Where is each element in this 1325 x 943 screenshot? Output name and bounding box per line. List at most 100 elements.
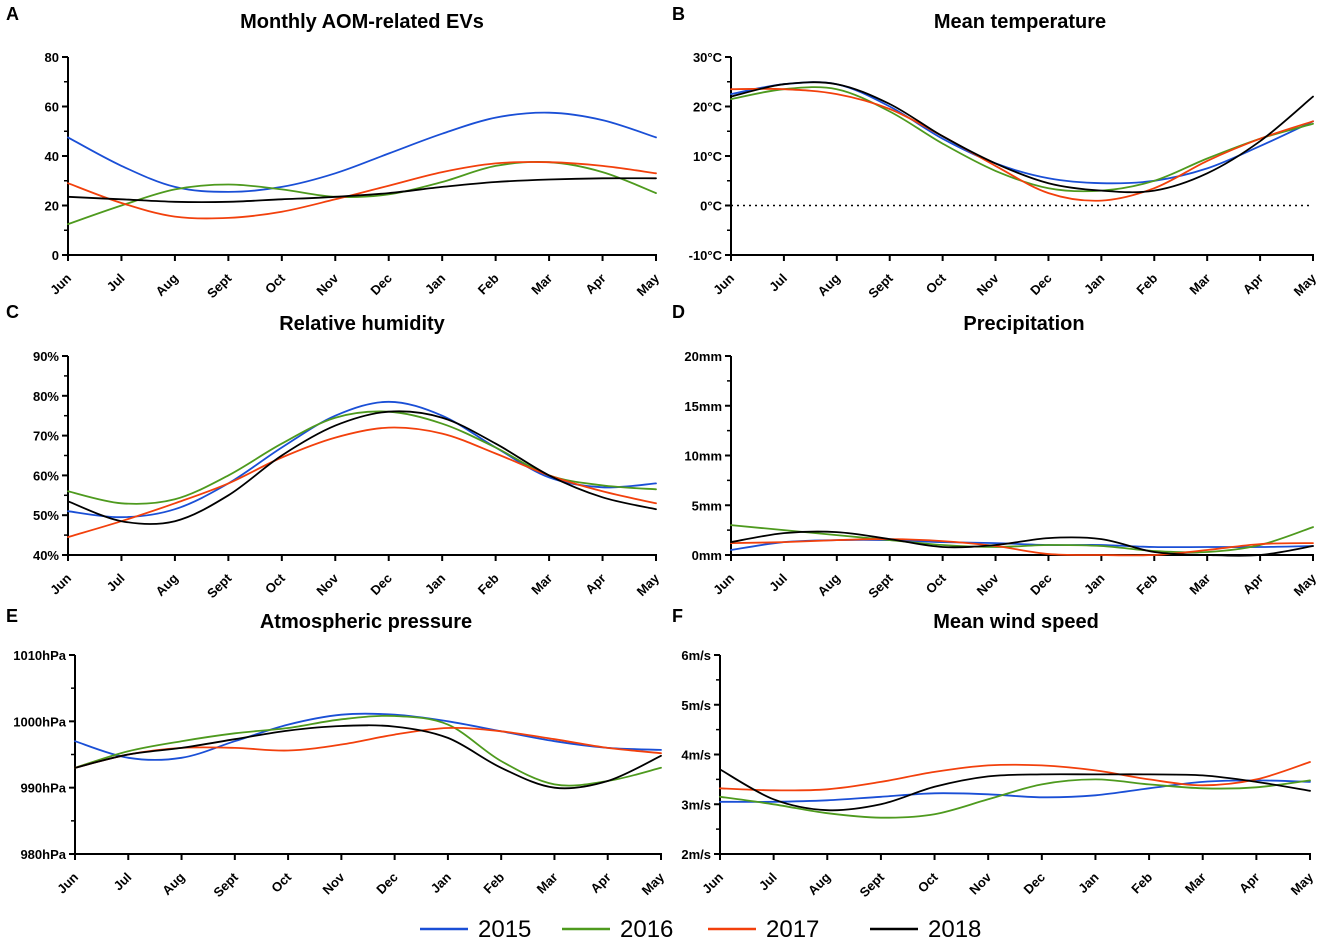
y-tick-label: 2m/s	[681, 847, 711, 862]
y-tick-label: 6m/s	[681, 648, 711, 663]
x-tick-label: Feb	[1128, 869, 1155, 896]
y-tick-label: 70%	[33, 429, 59, 444]
x-tick-label: Feb	[1133, 270, 1160, 297]
series-line-2018	[719, 768, 1311, 812]
y-tick-label: 0mm	[692, 548, 722, 563]
x-tick-label: Apr	[582, 271, 608, 297]
x-tick-label: Aug	[153, 570, 182, 599]
x-tick-label: Jan	[1075, 869, 1101, 895]
series-line-2016	[67, 410, 657, 505]
series-line-2017	[67, 426, 657, 538]
y-tick-label: 20°C	[693, 100, 723, 115]
x-tick-label: Oct	[915, 869, 941, 895]
y-tick-label: 40	[45, 149, 59, 164]
x-tick-label: Apr	[1236, 870, 1262, 896]
series-line-2015	[730, 81, 1314, 185]
y-tick-label: 1010hPa	[13, 648, 67, 663]
x-tick-label: Feb	[475, 570, 502, 597]
y-tick-label: 3m/s	[681, 797, 711, 812]
series-line-2017	[730, 87, 1314, 202]
y-tick-label: 15mm	[684, 399, 722, 414]
series-line-2018	[730, 81, 1314, 194]
x-tick-label: May	[1288, 869, 1317, 898]
y-tick-label: 980hPa	[20, 847, 66, 862]
x-tick-label: Feb	[475, 270, 502, 297]
series-line-2016	[719, 778, 1311, 819]
series-line-2015	[74, 712, 662, 761]
x-tick-label: Aug	[805, 869, 834, 898]
x-tick-label: Jul	[766, 271, 790, 295]
panel-b: B Mean temperature -10°C 0°C 10°C 20°C 30°C J…	[672, 4, 1320, 301]
x-tick-label: Jan	[422, 570, 448, 596]
series-line-2015	[67, 400, 657, 519]
x-tick-label: Aug	[159, 869, 188, 898]
x-tick-label: Sept	[204, 270, 235, 301]
y-tick-label: -10°C	[689, 248, 723, 263]
x-tick-label: Dec	[367, 571, 394, 598]
x-tick-label: Oct	[923, 570, 949, 596]
y-tick-label: 990hPa	[20, 781, 66, 796]
x-tick-label: Jul	[104, 271, 128, 295]
x-tick-label: Nov	[313, 570, 342, 599]
x-tick-label: Jun	[47, 570, 74, 597]
panel-letter: D	[672, 302, 685, 322]
legend-label: 2017	[766, 916, 819, 943]
x-tick-label: Feb	[480, 869, 507, 896]
panel-title: Mean wind speed	[933, 611, 1099, 633]
legend-item: 2018	[870, 916, 981, 943]
y-tick-label: 90%	[33, 349, 59, 364]
x-tick-label: Oct	[262, 270, 288, 296]
x-tick-label: Nov	[320, 869, 349, 898]
x-tick-label: Oct	[268, 869, 294, 895]
x-tick-label: May	[634, 570, 663, 599]
x-tick-label: Nov	[974, 570, 1003, 599]
series-line-2017	[67, 161, 657, 220]
x-tick-label: Sept	[865, 570, 896, 601]
x-tick-label: Jun	[710, 570, 737, 597]
series-line-2018	[730, 530, 1314, 557]
x-tick-label: Sept	[857, 869, 888, 900]
series-line-2017	[719, 761, 1311, 792]
panel-title: Atmospheric pressure	[260, 611, 472, 633]
x-tick-label: Jul	[110, 870, 134, 894]
series-line-2017	[730, 538, 1314, 557]
y-tick-label: 80%	[33, 389, 59, 404]
series-line-2016	[730, 86, 1314, 193]
x-tick-label: Jan	[1081, 270, 1107, 296]
panel-e: E Atmospheric pressure 980hPa 990hPa 1000h…	[6, 606, 668, 900]
x-tick-label: Apr	[582, 571, 608, 597]
y-tick-label: 60	[45, 100, 59, 115]
x-tick-label: Sept	[210, 869, 241, 900]
y-tick-label: 0	[52, 248, 59, 263]
panel-letter: B	[672, 4, 685, 24]
panel-letter: E	[6, 606, 18, 626]
x-tick-label: Sept	[865, 270, 896, 301]
series-line-2018	[74, 724, 662, 790]
x-tick-label: Jun	[47, 270, 74, 297]
x-tick-label: Mar	[534, 870, 561, 897]
x-tick-label: Dec	[1027, 271, 1054, 298]
legend-label: 2015	[478, 916, 531, 943]
legend: 2015 2016 2017 2018	[420, 916, 981, 943]
series-line-2016	[74, 714, 662, 787]
x-tick-label: Jul	[104, 571, 128, 595]
x-tick-label: Oct	[262, 570, 288, 596]
y-tick-label: 20mm	[684, 349, 722, 364]
x-tick-label: Apr	[587, 870, 613, 896]
y-tick-label: 5m/s	[681, 698, 711, 713]
x-tick-label: Jun	[710, 270, 737, 297]
legend-item: 2015	[420, 916, 531, 943]
x-tick-label: Mar	[1182, 870, 1209, 897]
y-tick-label: 20	[45, 199, 59, 214]
y-tick-label: 0°C	[700, 199, 722, 214]
x-tick-label: Jan	[422, 270, 448, 296]
x-tick-label: Jun	[54, 869, 81, 896]
panel-d: D Precipitation 0mm 5mm 10mm 15mm 20mm Jun Jul…	[672, 302, 1320, 601]
y-tick-label: 80	[45, 50, 59, 65]
series-line-2018	[67, 177, 657, 203]
x-tick-label: Mar	[1186, 571, 1213, 598]
y-tick-label: 50%	[33, 508, 59, 523]
legend-item: 2017	[708, 916, 819, 943]
x-tick-label: Nov	[974, 270, 1003, 299]
y-tick-label: 10°C	[693, 149, 723, 164]
